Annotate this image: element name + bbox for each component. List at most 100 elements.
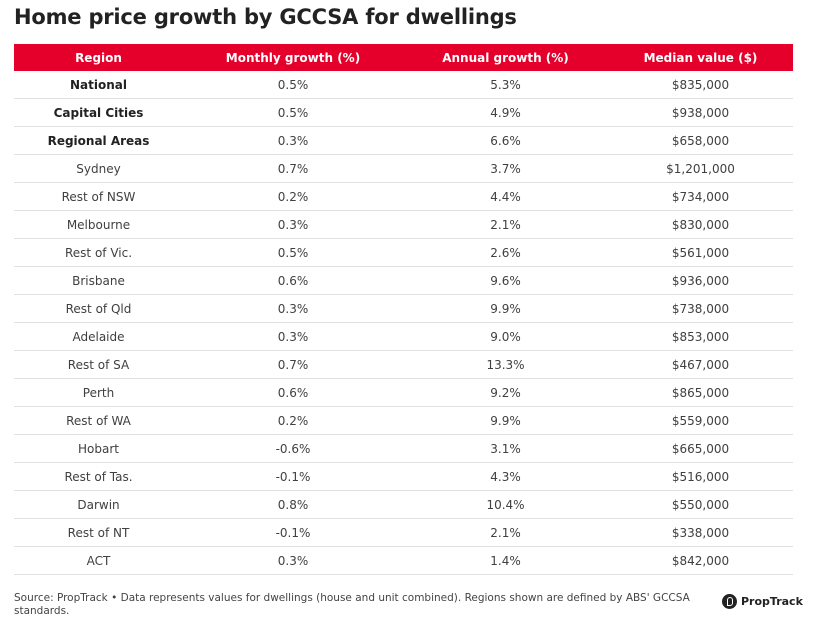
cell-region: Rest of WA — [14, 406, 183, 435]
cell-monthly-growth: -0.1% — [183, 462, 403, 491]
table-row: Rest of NSW 0.2% 4.4% $734,000 — [14, 182, 793, 211]
cell-monthly-growth: 0.5% — [183, 238, 403, 267]
table-row: Rest of Tas. -0.1% 4.3% $516,000 — [14, 462, 793, 491]
table-row: Rest of WA 0.2% 9.9% $559,000 — [14, 406, 793, 435]
cell-median-value: $559,000 — [608, 406, 793, 435]
cell-region: Melbourne — [14, 210, 183, 239]
cell-median-value: $853,000 — [608, 322, 793, 351]
table-body: National 0.5% 5.3% $835,000 Capital Cities 0.… — [14, 71, 793, 575]
table-row: Perth 0.6% 9.2% $865,000 — [14, 378, 793, 407]
cell-region: Rest of Qld — [14, 294, 183, 323]
table-row: Rest of Vic. 0.5% 2.6% $561,000 — [14, 238, 793, 267]
cell-region: Capital Cities — [14, 98, 183, 127]
cell-monthly-growth: 0.3% — [183, 126, 403, 155]
cell-median-value: $467,000 — [608, 350, 793, 379]
cell-monthly-growth: 0.3% — [183, 210, 403, 239]
cell-median-value: $658,000 — [608, 126, 793, 155]
cell-monthly-growth: 0.5% — [183, 71, 403, 99]
cell-median-value: $338,000 — [608, 518, 793, 547]
cell-monthly-growth: 0.5% — [183, 98, 403, 127]
cell-median-value: $550,000 — [608, 490, 793, 519]
cell-annual-growth: 4.9% — [403, 98, 608, 127]
cell-annual-growth: 9.9% — [403, 406, 608, 435]
table-row: Hobart -0.6% 3.1% $665,000 — [14, 434, 793, 463]
cell-region: ACT — [14, 546, 183, 575]
table-row: ACT 0.3% 1.4% $842,000 — [14, 546, 793, 575]
cell-region: Rest of NSW — [14, 182, 183, 211]
brand-name: PropTrack — [741, 595, 803, 608]
cell-annual-growth: 3.7% — [403, 154, 608, 183]
cell-region: Rest of Tas. — [14, 462, 183, 491]
proptrack-logo-icon — [722, 594, 737, 609]
cell-median-value: $734,000 — [608, 182, 793, 211]
cell-median-value: $830,000 — [608, 210, 793, 239]
table-row: Capital Cities 0.5% 4.9% $938,000 — [14, 98, 793, 127]
cell-region: Hobart — [14, 434, 183, 463]
cell-region: Brisbane — [14, 266, 183, 295]
cell-annual-growth: 5.3% — [403, 71, 608, 99]
header-monthly-growth: Monthly growth (%) — [183, 44, 403, 71]
table-row: Sydney 0.7% 3.7% $1,201,000 — [14, 154, 793, 183]
cell-monthly-growth: 0.6% — [183, 266, 403, 295]
table-row: National 0.5% 5.3% $835,000 — [14, 71, 793, 99]
cell-median-value: $516,000 — [608, 462, 793, 491]
cell-median-value: $1,201,000 — [608, 154, 793, 183]
cell-annual-growth: 2.6% — [403, 238, 608, 267]
cell-median-value: $936,000 — [608, 266, 793, 295]
cell-monthly-growth: 0.6% — [183, 378, 403, 407]
cell-region: Adelaide — [14, 322, 183, 351]
cell-region: Rest of SA — [14, 350, 183, 379]
cell-annual-growth: 9.9% — [403, 294, 608, 323]
cell-median-value: $561,000 — [608, 238, 793, 267]
table-row: Adelaide 0.3% 9.0% $853,000 — [14, 322, 793, 351]
cell-monthly-growth: 0.3% — [183, 546, 403, 575]
cell-median-value: $738,000 — [608, 294, 793, 323]
cell-monthly-growth: 0.7% — [183, 350, 403, 379]
table-row: Rest of NT -0.1% 2.1% $338,000 — [14, 518, 793, 547]
cell-annual-growth: 9.6% — [403, 266, 608, 295]
cell-annual-growth: 2.1% — [403, 518, 608, 547]
cell-monthly-growth: 0.2% — [183, 182, 403, 211]
header-annual-growth: Annual growth (%) — [403, 44, 608, 71]
table-row: Melbourne 0.3% 2.1% $830,000 — [14, 210, 793, 239]
source-note: Source: PropTrack • Data represents valu… — [14, 592, 690, 617]
cell-annual-growth: 4.3% — [403, 462, 608, 491]
table-row: Darwin 0.8% 10.4% $550,000 — [14, 490, 793, 519]
header-region: Region — [14, 44, 183, 71]
table-row: Rest of Qld 0.3% 9.9% $738,000 — [14, 294, 793, 323]
cell-region: Darwin — [14, 490, 183, 519]
cell-annual-growth: 9.0% — [403, 322, 608, 351]
cell-median-value: $938,000 — [608, 98, 793, 127]
cell-monthly-growth: 0.2% — [183, 406, 403, 435]
cell-region: Rest of Vic. — [14, 238, 183, 267]
cell-annual-growth: 1.4% — [403, 546, 608, 575]
cell-monthly-growth: -0.6% — [183, 434, 403, 463]
cell-annual-growth: 6.6% — [403, 126, 608, 155]
brand-logo: PropTrack — [722, 594, 803, 609]
cell-median-value: $842,000 — [608, 546, 793, 575]
cell-annual-growth: 3.1% — [403, 434, 608, 463]
cell-monthly-growth: 0.8% — [183, 490, 403, 519]
cell-monthly-growth: -0.1% — [183, 518, 403, 547]
page-title: Home price growth by GCCSA for dwellings — [14, 5, 517, 29]
cell-region: National — [14, 71, 183, 99]
growth-table: Region Monthly growth (%) Annual growth … — [14, 44, 793, 575]
table-row: Rest of SA 0.7% 13.3% $467,000 — [14, 350, 793, 379]
cell-region: Rest of NT — [14, 518, 183, 547]
cell-median-value: $865,000 — [608, 378, 793, 407]
cell-median-value: $835,000 — [608, 71, 793, 99]
table-header-row: Region Monthly growth (%) Annual growth … — [14, 44, 793, 71]
cell-median-value: $665,000 — [608, 434, 793, 463]
cell-annual-growth: 10.4% — [403, 490, 608, 519]
cell-monthly-growth: 0.3% — [183, 294, 403, 323]
header-median-value: Median value ($) — [608, 44, 793, 71]
table-row: Brisbane 0.6% 9.6% $936,000 — [14, 266, 793, 295]
table-row: Regional Areas 0.3% 6.6% $658,000 — [14, 126, 793, 155]
cell-annual-growth: 9.2% — [403, 378, 608, 407]
cell-region: Regional Areas — [14, 126, 183, 155]
cell-annual-growth: 4.4% — [403, 182, 608, 211]
cell-annual-growth: 13.3% — [403, 350, 608, 379]
cell-monthly-growth: 0.3% — [183, 322, 403, 351]
cell-region: Sydney — [14, 154, 183, 183]
cell-monthly-growth: 0.7% — [183, 154, 403, 183]
